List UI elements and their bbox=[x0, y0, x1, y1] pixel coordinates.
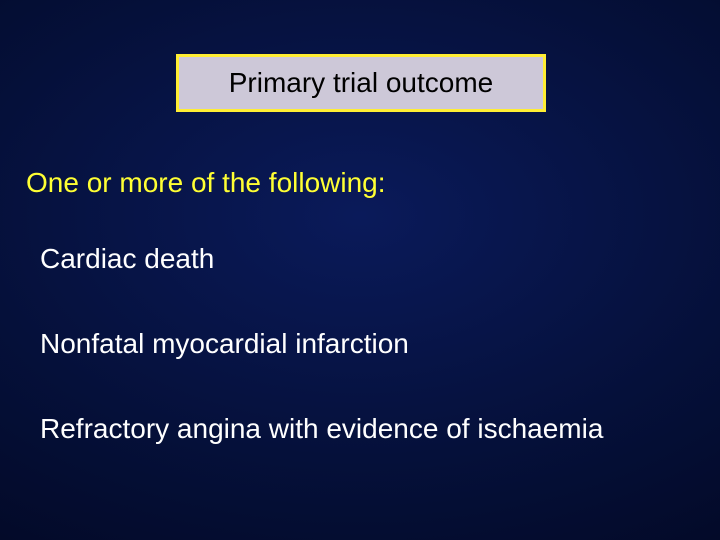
list-item: Cardiac death bbox=[40, 243, 214, 275]
list-item: Refractory angina with evidence of ischa… bbox=[40, 413, 603, 445]
list-item: Nonfatal myocardial infarction bbox=[40, 328, 409, 360]
title-text: Primary trial outcome bbox=[229, 67, 494, 99]
subtitle-text: One or more of the following: bbox=[26, 167, 386, 199]
title-box: Primary trial outcome bbox=[176, 54, 546, 112]
